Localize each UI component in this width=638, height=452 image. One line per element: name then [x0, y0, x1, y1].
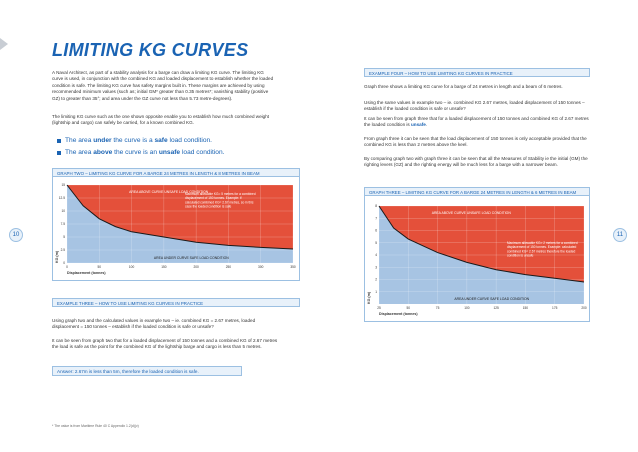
y-tick-label: 4 — [375, 253, 377, 257]
example-four-header: EXAMPLE FOUR – HOW TO USE LIMITING KG CU… — [364, 68, 590, 77]
example-three-paragraph-1: Using graph two and the calculated value… — [52, 318, 256, 330]
x-axis-label: Displacement (tonnes) — [379, 312, 418, 316]
graph-three-header: GRAPH THREE – LIMITING KG CURVE FOR A BA… — [364, 187, 590, 196]
x-axis-label: Displacement (tonnes) — [67, 271, 106, 275]
y-tick-label: 2 — [375, 278, 377, 282]
example-four-paragraph-4: From graph three it can be seen that the… — [364, 136, 587, 148]
x-tick-label: 0 — [66, 265, 68, 269]
x-tick-label: 100 — [129, 265, 135, 269]
y-tick-label: 10 — [61, 209, 65, 213]
graph-three-chart: 1 2 3 4 5 6 7 8 25 50 75 100 125 150 175 200 Displacemen… — [367, 204, 587, 316]
footnote: * The value is from Maritime Rule 40 C A… — [52, 424, 139, 428]
y-tick-label: 7.5 — [61, 222, 66, 226]
annotation-text: Maximum allowable KG= 2 metres for a com… — [507, 241, 578, 258]
y-tick-label: 6 — [375, 229, 377, 233]
y-tick-label: 7 — [375, 216, 377, 220]
y-tick-label: 1 — [375, 290, 377, 294]
x-tick-label: 300 — [258, 265, 264, 269]
page-title: LIMITING KG CURVES — [52, 40, 249, 60]
bullet-safe: The area under the curve is a safe load … — [57, 137, 212, 144]
limiting-kg-curve — [66, 184, 294, 250]
y-tick-label: 2.5 — [61, 248, 66, 252]
safe-region — [67, 185, 293, 263]
y-tick-label: 5 — [63, 235, 65, 239]
y-axis-label: KG (m) — [367, 291, 371, 304]
intro-paragraph-1: A Naval Architect, as part of a stabilit… — [52, 70, 274, 101]
bullet-unsafe: The area above the curve is an unsafe lo… — [57, 149, 224, 156]
page-number-left: 10 — [9, 228, 23, 242]
y-axis-label: KG (m) — [55, 250, 59, 263]
y-tick-label: 8 — [375, 204, 377, 208]
y-tick-label: 12.5 — [59, 196, 65, 200]
unsafe-region-label: AREA ABOVE CURVE UNSAFE LOAD CONDITION — [432, 211, 512, 215]
annotation-text: Maximum allowable KG= 5 metres for a com… — [185, 192, 256, 209]
page-turn-arrow-icon[interactable] — [0, 38, 8, 50]
bullet-square-icon — [57, 138, 61, 143]
y-tick-label: 0 — [63, 261, 65, 265]
safe-region-label: AREA UNDER CURVE SAFE LOAD CONDITION — [154, 256, 229, 260]
example-four-paragraph-3: It can be seen from graph three that for… — [364, 116, 589, 128]
x-tick-label: 250 — [226, 265, 232, 269]
example-four-paragraph-5: By comparing graph two with graph three … — [364, 156, 588, 168]
example-four-paragraph-1: Graph three shows a limiting KG curve fo… — [364, 84, 563, 89]
x-tick-label: 200 — [581, 306, 587, 310]
x-tick-label: 350 — [290, 265, 296, 269]
x-tick-label: 150 — [161, 265, 167, 269]
safe-region-label: AREA UNDER CURVE SAFE LOAD CONDITION — [454, 297, 529, 301]
x-tick-label: 150 — [523, 306, 529, 310]
graph-two-header: GRAPH TWO – LIMITING KG CURVE FOR A BARG… — [52, 168, 300, 177]
x-tick-label: 125 — [493, 306, 499, 310]
x-tick-label: 200 — [193, 265, 199, 269]
y-tick-label: 15 — [61, 183, 65, 187]
limiting-kg-curve — [378, 205, 585, 283]
intro-paragraph-2: The limiting KG curve such as the one sh… — [52, 114, 270, 126]
x-tick-label: 100 — [464, 306, 470, 310]
x-tick-label: 50 — [407, 306, 411, 310]
x-tick-label: 50 — [98, 265, 102, 269]
y-tick-label: 3 — [375, 265, 377, 269]
y-tick-label: 5 — [375, 241, 377, 245]
example-three-paragraph-2: It can be seen from graph two that for a… — [52, 338, 278, 350]
bullet-square-icon — [57, 150, 61, 155]
unsafe-region-label: AREA ABOVE CURVE UNSAFE LOAD CONDITION — [129, 190, 209, 194]
graph-three-frame: 1 2 3 4 5 6 7 8 25 50 75 100 125 150 175 200 Displacemen… — [364, 196, 590, 322]
x-tick-label: 75 — [436, 306, 440, 310]
x-tick-label: 175 — [552, 306, 558, 310]
graph-two-frame: 0 2.5 5 7.5 10 12.5 15 0 50 100 150 200 250 300 350 Dis… — [52, 177, 300, 281]
x-tick-label: 25 — [377, 306, 381, 310]
example-three-header: EXAMPLE THREE – HOW TO USE LIMITING KG C… — [52, 298, 300, 307]
answer-box: Answer: 2.67m is less than 5m, therefore… — [52, 366, 242, 376]
example-four-paragraph-2: Using the same values in example two – i… — [364, 100, 585, 112]
page-number-right: 11 — [613, 228, 627, 242]
